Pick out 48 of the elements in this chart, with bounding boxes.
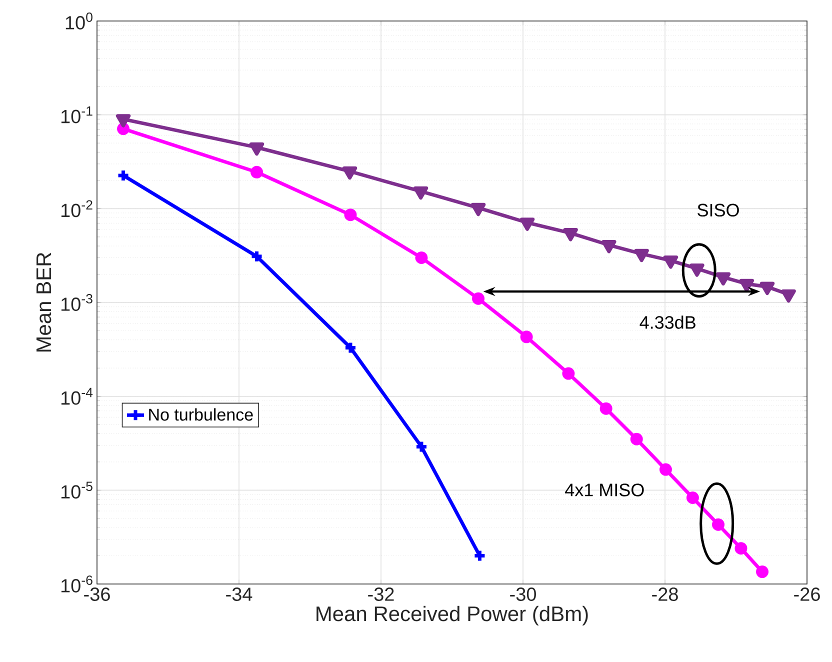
point: [686, 492, 699, 504]
point: [520, 330, 533, 344]
point: [602, 240, 616, 254]
point: [630, 432, 643, 446]
y-tick-label: 10$^{-2}$: [61, 200, 92, 218]
point: [413, 186, 428, 200]
y-tick-label: 10$^{-1}$: [61, 106, 92, 124]
x-tick-label: -28: [652, 588, 678, 601]
point: [116, 114, 131, 128]
point: [344, 208, 357, 222]
point: [249, 142, 264, 156]
legend-label: No turbulence: [149, 408, 253, 421]
annotation: 4.33dB: [640, 316, 696, 329]
y-tick-label: 10$^{-5}$: [61, 482, 92, 499]
annotation: SISO: [698, 204, 739, 217]
y-axis-title: Mean BER: [36, 252, 52, 352]
point: [663, 256, 678, 269]
point: [716, 272, 731, 286]
point: [734, 542, 748, 555]
point: [760, 282, 775, 296]
y-tick-label: 10$^{0}$: [66, 12, 92, 30]
point: [781, 289, 796, 303]
point: [250, 166, 263, 178]
point: [739, 278, 754, 292]
x-tick-label: -30: [510, 588, 536, 601]
point: [563, 228, 578, 242]
point: [659, 463, 672, 476]
point: [634, 248, 649, 262]
annotation: 4x1 MISO: [565, 484, 644, 496]
x-tick-label: -36: [84, 588, 110, 601]
y-tick-label: 10$^{-3}$: [61, 294, 92, 311]
point: [414, 440, 428, 454]
y-tick-label: 10$^{-4}$: [61, 388, 93, 405]
point: [415, 251, 428, 264]
point: [472, 292, 485, 305]
point: [712, 518, 725, 531]
point: [562, 367, 575, 380]
x-tick-label: -26: [794, 588, 820, 601]
point: [520, 218, 535, 231]
x-tick-label: -32: [368, 588, 394, 601]
x-tick-label: -34: [226, 588, 252, 601]
x-axis-title: Mean Received Power (dBm): [316, 606, 588, 626]
point: [756, 566, 769, 578]
point: [342, 166, 358, 180]
point: [470, 202, 486, 216]
point: [250, 250, 264, 264]
point: [344, 340, 358, 354]
point: [600, 402, 612, 415]
